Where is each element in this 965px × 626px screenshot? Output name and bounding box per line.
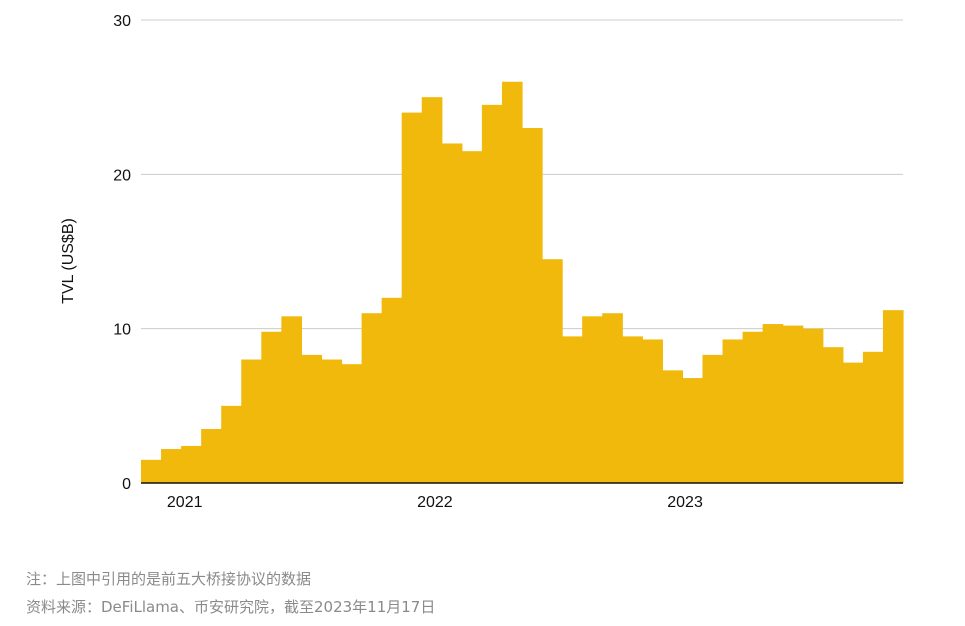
tvl-bar bbox=[281, 316, 303, 483]
tvl-bar bbox=[261, 331, 282, 483]
tvl-bar bbox=[782, 325, 804, 483]
tvl-bar bbox=[201, 428, 222, 483]
tvl-bar bbox=[161, 449, 182, 483]
y-tick-labels: 0 10 20 30 bbox=[113, 13, 131, 493]
tvl-bar bbox=[642, 339, 663, 483]
tvl-bar bbox=[361, 313, 383, 483]
tvl-bar bbox=[381, 297, 403, 483]
tvl-bar bbox=[181, 445, 202, 483]
tvl-bar bbox=[762, 324, 784, 483]
tvl-chart: 0 10 20 30 2021 2022 2023 TVL (US$B) bbox=[60, 13, 904, 511]
tvl-bars bbox=[141, 81, 904, 484]
tvl-bar bbox=[461, 151, 483, 483]
tvl-bar bbox=[241, 359, 262, 483]
tvl-bar bbox=[321, 359, 343, 483]
tvl-bar bbox=[602, 313, 623, 483]
tvl-bar bbox=[542, 259, 563, 483]
tvl-bar bbox=[141, 459, 162, 483]
x-tick-label: 2021 bbox=[167, 494, 203, 511]
tvl-bar bbox=[401, 112, 423, 483]
tvl-bar bbox=[441, 143, 463, 483]
tvl-bar bbox=[662, 370, 684, 483]
tvl-bar bbox=[522, 128, 543, 483]
tvl-bar bbox=[501, 81, 523, 483]
tvl-bar bbox=[682, 378, 704, 483]
x-tick-label: 2022 bbox=[417, 494, 453, 511]
tvl-bar bbox=[421, 97, 443, 484]
y-tick-label: 30 bbox=[113, 13, 131, 30]
footnote-source: 资料来源：DeFiLlama、币安研究院，截至2023年11月17日 bbox=[26, 598, 436, 616]
tvl-bar bbox=[842, 362, 864, 483]
tvl-bar bbox=[562, 336, 583, 483]
tvl-bar bbox=[862, 351, 884, 483]
y-tick-label: 10 bbox=[113, 322, 131, 339]
tvl-bar bbox=[822, 347, 844, 483]
tvl-bar bbox=[481, 104, 503, 483]
footnote-note: 注：上图中引用的是前五大桥接协议的数据 bbox=[26, 570, 312, 588]
tvl-bar bbox=[802, 328, 824, 483]
tvl-bar bbox=[742, 331, 764, 483]
x-tick-label: 2023 bbox=[667, 494, 703, 511]
tvl-bar bbox=[702, 354, 724, 483]
y-axis-title: TVL (US$B) bbox=[60, 218, 77, 304]
tvl-bar bbox=[221, 405, 242, 483]
x-tick-labels: 2021 2022 2023 bbox=[167, 494, 703, 511]
y-tick-label: 0 bbox=[122, 476, 131, 493]
tvl-bar bbox=[622, 336, 643, 483]
tvl-bar bbox=[582, 316, 603, 483]
tvl-bar bbox=[301, 354, 323, 483]
tvl-bar bbox=[722, 339, 744, 483]
tvl-bar bbox=[882, 310, 904, 483]
tvl-bar bbox=[341, 364, 363, 483]
y-tick-label: 20 bbox=[113, 167, 131, 184]
